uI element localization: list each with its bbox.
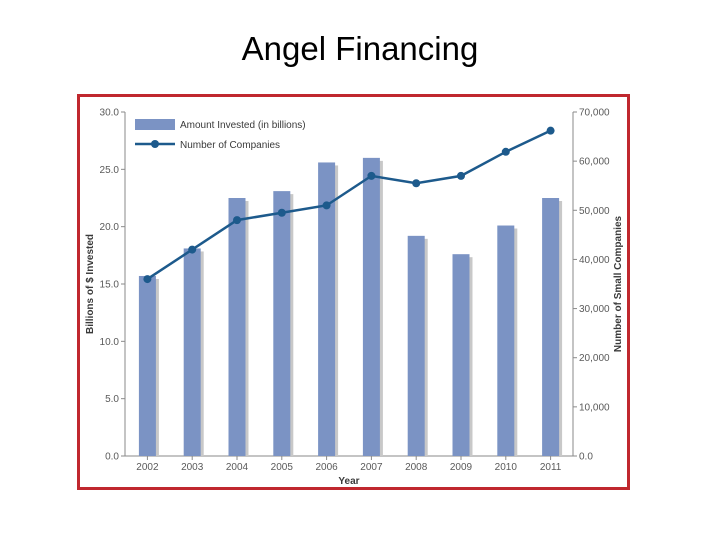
bars-layer xyxy=(138,157,563,456)
y2-tick-label: 40,000 xyxy=(579,255,610,266)
slide-title: Angel Financing xyxy=(241,30,479,67)
bar xyxy=(183,248,201,456)
companies-point xyxy=(412,179,421,188)
bar xyxy=(273,191,291,456)
y2-tick-label: 30,000 xyxy=(579,304,610,315)
y2-tick-label: 0.0 xyxy=(579,452,593,463)
x-tick-label: 2008 xyxy=(405,462,428,473)
bar xyxy=(318,162,336,456)
companies-point xyxy=(143,275,152,284)
companies-point xyxy=(277,208,286,217)
legend-layer: Amount Invested (in billions) Number of C… xyxy=(135,119,306,151)
legend-bar-swatch xyxy=(135,119,175,130)
x-tick-label: 2009 xyxy=(450,462,473,473)
x-tick-label: 2004 xyxy=(226,462,249,473)
bar xyxy=(497,225,515,456)
y-tick-label: 10.0 xyxy=(100,337,120,348)
y2-tick-label: 20,000 xyxy=(579,353,610,364)
x-tick-label: 2003 xyxy=(181,462,204,473)
line-layer xyxy=(143,126,555,284)
companies-point xyxy=(457,171,465,180)
legend-line-marker xyxy=(151,140,159,148)
x-tick-label: 2010 xyxy=(495,462,518,473)
x-tick-label: 2005 xyxy=(271,462,294,473)
angel-financing-chart: 0.0 5.0 10.0 15.0 20.0 25.0 30.0 0.0 10,000 20,00… xyxy=(85,108,624,488)
y2-tick-label: 10,000 xyxy=(579,402,610,413)
bar xyxy=(542,198,560,456)
legend-bar-label: Amount Invested (in billions) xyxy=(180,120,306,131)
y-tick-label: 5.0 xyxy=(105,394,119,405)
x-axis-title: Year xyxy=(338,476,359,487)
companies-point xyxy=(322,201,331,210)
x-tick-label: 2006 xyxy=(315,462,338,473)
y-tick-label: 25.0 xyxy=(100,165,120,176)
chart-frame: 0.0 5.0 10.0 15.0 20.0 25.0 30.0 0.0 10,000 20,00… xyxy=(77,94,630,490)
legend-line-label: Number of Companies xyxy=(180,140,280,151)
ticks-layer: 0.0 5.0 10.0 15.0 20.0 25.0 30.0 0.0 10,000 20,00… xyxy=(100,108,610,474)
companies-point xyxy=(367,171,376,180)
y2-tick-label: 70,000 xyxy=(579,108,610,119)
companies-line xyxy=(146,129,552,281)
y-tick-label: 30.0 xyxy=(100,108,120,119)
y-axis-title: Billions of $ Invested xyxy=(85,234,96,334)
x-tick-label: 2011 xyxy=(540,462,562,473)
x-tick-label: 2002 xyxy=(136,462,159,473)
y2-axis-title: Number of Small Companies xyxy=(613,215,624,352)
companies-point xyxy=(188,245,197,254)
bar xyxy=(407,235,425,456)
companies-point xyxy=(233,216,241,225)
y-tick-label: 0.0 xyxy=(105,452,119,463)
y-tick-label: 15.0 xyxy=(100,280,120,291)
bar xyxy=(362,157,380,456)
companies-point xyxy=(546,126,555,135)
y2-tick-label: 60,000 xyxy=(579,157,610,168)
y2-tick-label: 50,000 xyxy=(579,206,610,217)
x-tick-label: 2007 xyxy=(360,462,383,473)
bar xyxy=(452,254,470,456)
companies-point xyxy=(501,147,510,156)
bar xyxy=(228,198,246,456)
y-tick-label: 20.0 xyxy=(100,222,120,233)
bar xyxy=(138,275,156,456)
